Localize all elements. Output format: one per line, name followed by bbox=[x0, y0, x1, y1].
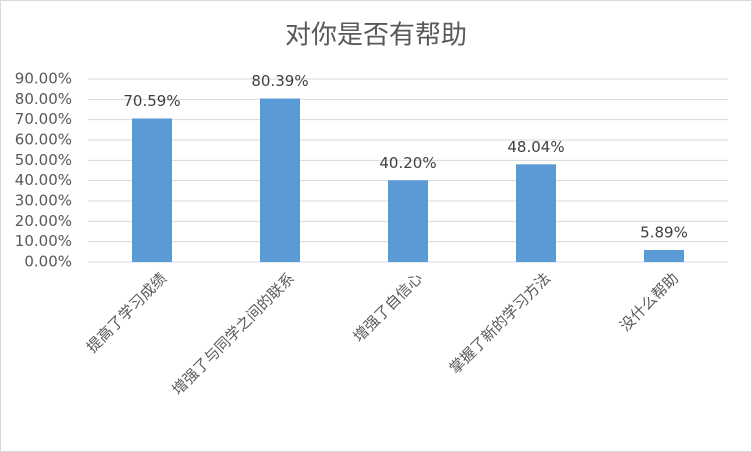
value-label: 48.04% bbox=[507, 138, 564, 156]
bar bbox=[516, 164, 556, 262]
chart-title: 对你是否有帮助 bbox=[285, 21, 467, 51]
y-tick-label: 10.00% bbox=[15, 232, 72, 250]
y-tick-label: 0.00% bbox=[24, 253, 72, 271]
y-tick-label: 40.00% bbox=[15, 171, 72, 189]
bar bbox=[644, 250, 684, 262]
value-label: 70.59% bbox=[123, 92, 180, 110]
bar bbox=[260, 98, 300, 262]
y-tick-label: 50.00% bbox=[15, 151, 72, 169]
y-tick-label: 70.00% bbox=[15, 110, 72, 128]
value-label: 80.39% bbox=[251, 72, 308, 90]
y-tick-label: 80.00% bbox=[15, 90, 72, 108]
y-tick-label: 90.00% bbox=[15, 70, 72, 88]
value-label: 5.89% bbox=[640, 224, 688, 242]
bar bbox=[388, 180, 428, 262]
bar bbox=[132, 118, 172, 262]
y-tick-label: 20.00% bbox=[15, 212, 72, 230]
y-tick-label: 60.00% bbox=[15, 131, 72, 149]
y-tick-label: 30.00% bbox=[15, 192, 72, 210]
value-label: 40.20% bbox=[379, 154, 436, 172]
